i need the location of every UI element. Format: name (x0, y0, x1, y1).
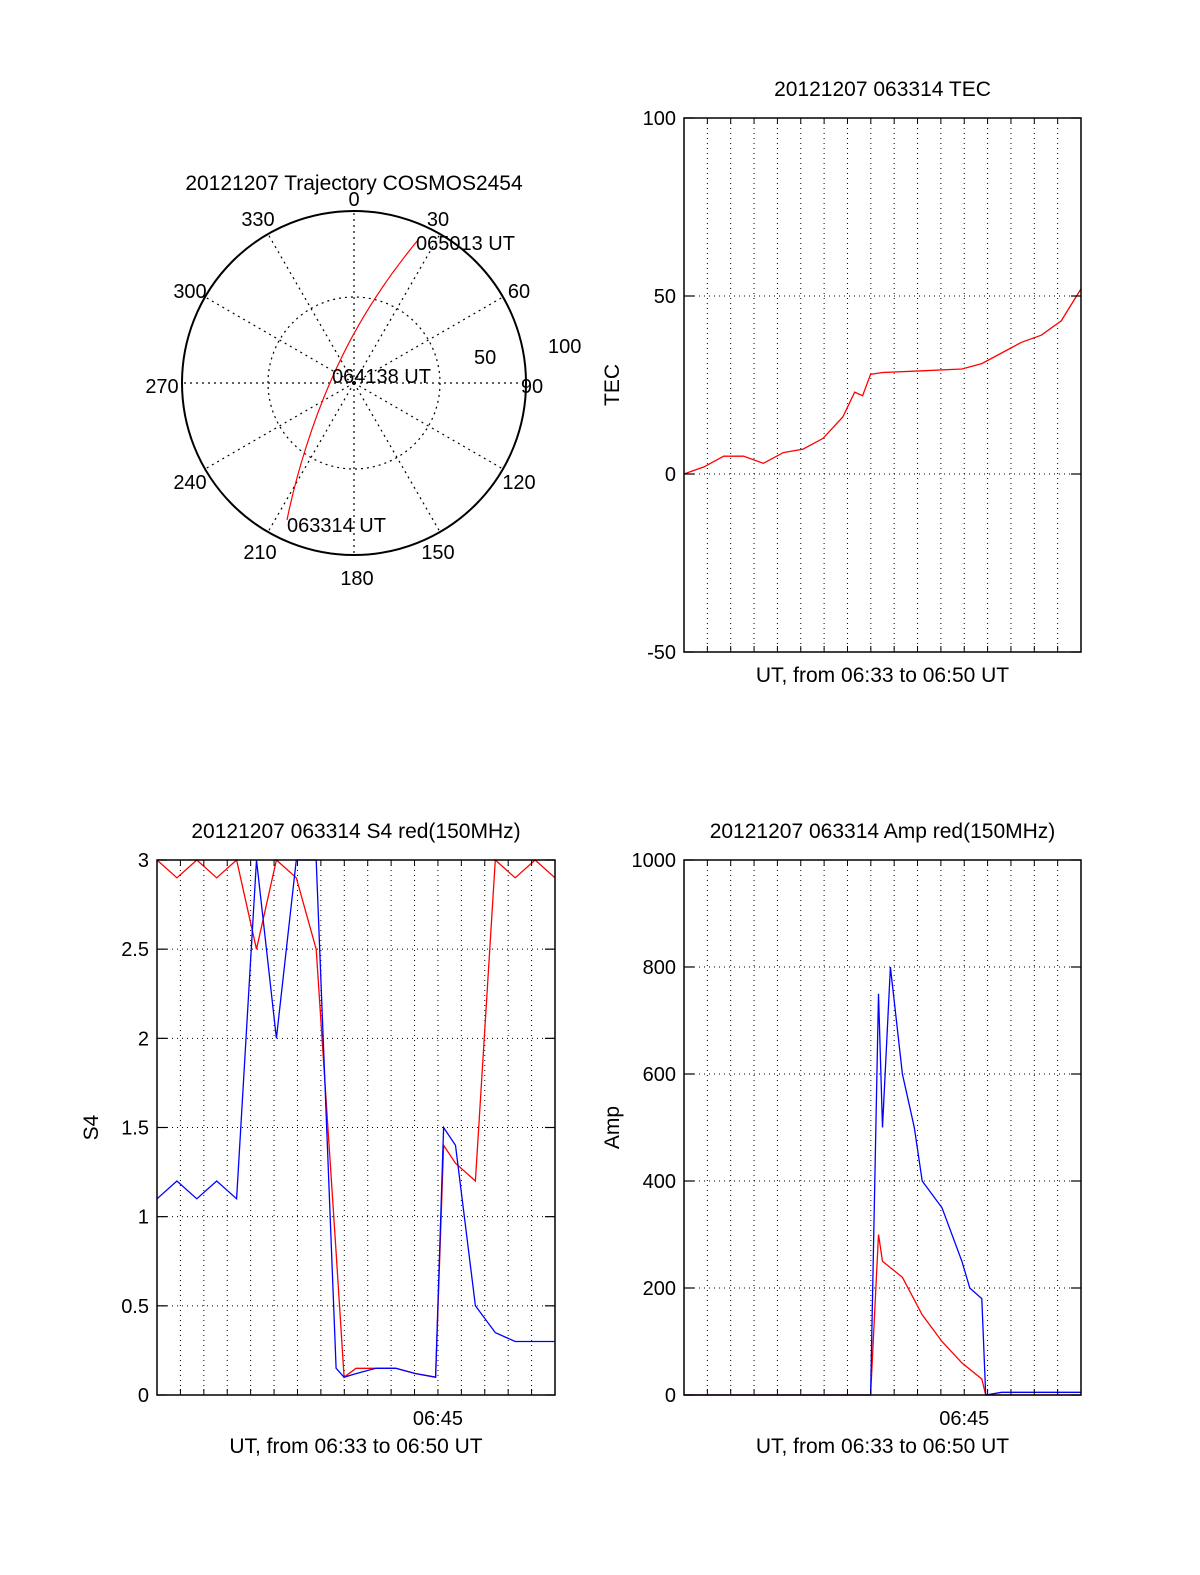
s4-ytick-label: 0 (138, 1385, 149, 1407)
amp-frame (683, 859, 1082, 1396)
polar-title: 20121207 Trajectory COSMOS2454 (185, 172, 523, 195)
amp-title: 20121207 063314 Amp red(150MHz) (710, 820, 1056, 843)
amp-panel: 20121207 063314 Amp red(150MHz) 0 200 400 60… (601, 820, 1082, 1458)
amp-ytick-label: 0 (665, 1385, 676, 1407)
s4-ytick-label: 1.5 (121, 1118, 149, 1140)
polar-spoke (353, 382, 504, 470)
s4-ytick-label: 2 (138, 1028, 149, 1050)
polar-spoke (353, 233, 441, 384)
polar-azimuth-label: 30 (427, 209, 449, 231)
polar-spoke (267, 233, 355, 384)
s4-ytick-label: 0.5 (121, 1296, 149, 1318)
trajectory-mid-label: 064138 UT (332, 366, 431, 388)
tec-ytick-label: 0 (665, 464, 676, 486)
s4-panel: 20121207 063314 S4 red(150MHz) 0 0.5 1 1.5 2 2… (80, 820, 556, 1458)
polar-elevation-label-50: 50 (474, 347, 496, 369)
polar-azimuth-label: 330 (241, 209, 274, 231)
polar-spoke (353, 382, 441, 533)
polar-azimuth-label: 90 (521, 376, 543, 398)
polar-spoke (353, 296, 504, 384)
trajectory-end-label: 065013 UT (416, 233, 515, 255)
s4-xlabel: UT, from 06:33 to 06:50 UT (229, 1435, 482, 1458)
polar-azimuth-labels: 0 30 60 90 120 150 180 210 240 270 300 330 (145, 189, 543, 590)
amp-ytick-label: 800 (643, 957, 676, 979)
trajectory-start-label: 063314 UT (287, 515, 386, 537)
amp-series-blue (684, 966, 1081, 1396)
amp-ylabel: Amp (601, 1106, 624, 1149)
amp-ytick-label: 600 (643, 1064, 676, 1086)
s4-ytick-label: 3 (138, 850, 149, 872)
amp-series-red (684, 1234, 1081, 1396)
amp-ytick-label: 200 (643, 1278, 676, 1300)
s4-ylabel: S4 (80, 1114, 103, 1140)
polar-azimuth-label: 270 (145, 376, 178, 398)
polar-grid (181, 210, 527, 556)
polar-spoke (204, 382, 355, 470)
tec-panel: 20121207 063314 TEC -50 0 50 100 UT, from 06:… (601, 78, 1082, 687)
s4-xtick-label: 06:45 (413, 1408, 463, 1430)
polar-azimuth-label: 240 (173, 472, 206, 494)
polar-trajectory-panel: 20121207 Trajectory COSMOS2454 0 30 60 90 12… (145, 172, 581, 590)
polar-azimuth-label: 180 (340, 568, 373, 590)
polar-azimuth-label: 210 (243, 542, 276, 564)
tec-frame (683, 117, 1082, 653)
tec-ylabel: TEC (601, 364, 624, 406)
amp-xlabel: UT, from 06:33 to 06:50 UT (756, 1435, 1009, 1458)
polar-spoke (204, 296, 355, 384)
polar-azimuth-label: 150 (421, 542, 454, 564)
tec-ytick-label: 50 (654, 286, 676, 308)
tec-series-red (683, 288, 1082, 475)
polar-azimuth-label: 60 (508, 281, 530, 303)
s4-ytick-label: 2.5 (121, 939, 149, 961)
tec-xlabel: UT, from 06:33 to 06:50 UT (756, 664, 1009, 687)
tec-ytick-label: -50 (647, 642, 676, 664)
polar-azimuth-label: 300 (173, 281, 206, 303)
s4-series-red (156, 858, 556, 1379)
s4-title: 20121207 063314 S4 red(150MHz) (191, 820, 520, 843)
polar-outer-circle (181, 210, 527, 556)
tec-title: 20121207 063314 TEC (774, 78, 991, 101)
trajectory-line (286, 239, 419, 521)
amp-xtick-label: 06:45 (939, 1408, 989, 1430)
s4-frame (156, 859, 556, 1396)
s4-ytick-label: 1 (138, 1207, 149, 1229)
amp-ytick-label: 1000 (632, 850, 677, 872)
polar-elevation-label-100: 100 (548, 336, 581, 358)
polar-azimuth-label: 120 (502, 472, 535, 494)
polar-azimuth-label: 0 (348, 189, 359, 211)
amp-ytick-label: 400 (643, 1171, 676, 1193)
s4-series-blue (156, 859, 555, 1378)
polar-spoke (267, 382, 355, 533)
tec-ytick-label: 100 (643, 108, 676, 130)
